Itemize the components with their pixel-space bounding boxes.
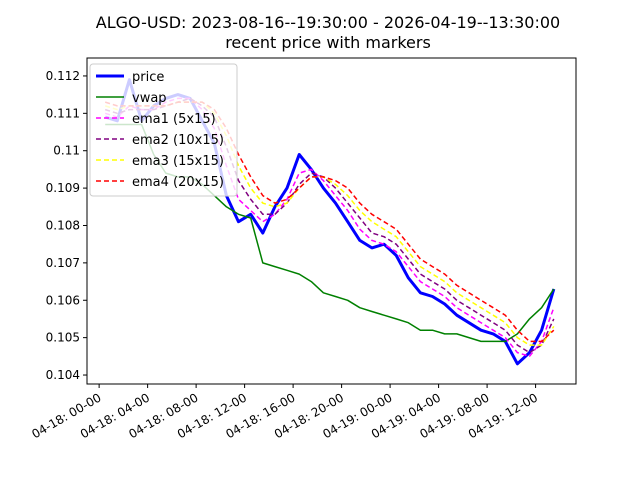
line-series <box>104 97 555 354</box>
legend-label: ema4 (20x15) <box>132 175 224 190</box>
y-tick-label: 0.105 <box>46 331 80 345</box>
y-tick-label: 0.111 <box>46 106 80 120</box>
y-tick-label: 0.109 <box>46 181 80 195</box>
legend-label: ema2 (10x15) <box>132 133 224 148</box>
y-tick-label: 0.104 <box>46 368 80 382</box>
chart-subtitle: recent price with markers <box>225 33 431 52</box>
y-tick-label: 0.106 <box>46 293 80 307</box>
y-tick-label: 0.11 <box>53 144 80 158</box>
legend-label: ema1 (5x15) <box>132 112 216 127</box>
legend-label: price <box>132 70 164 85</box>
y-tick-label: 0.108 <box>46 218 80 232</box>
plot-frame <box>86 57 577 385</box>
legend-box <box>89 63 238 197</box>
y-tick-label: 0.112 <box>46 69 80 83</box>
y-tick-label: 0.107 <box>46 256 80 270</box>
legend-label: vwap <box>132 91 167 106</box>
chart-title: ALGO-USD: 2023-08-16--19:30:00 - 2026-04… <box>96 13 560 32</box>
legend-label: ema3 (15x15) <box>132 154 224 169</box>
